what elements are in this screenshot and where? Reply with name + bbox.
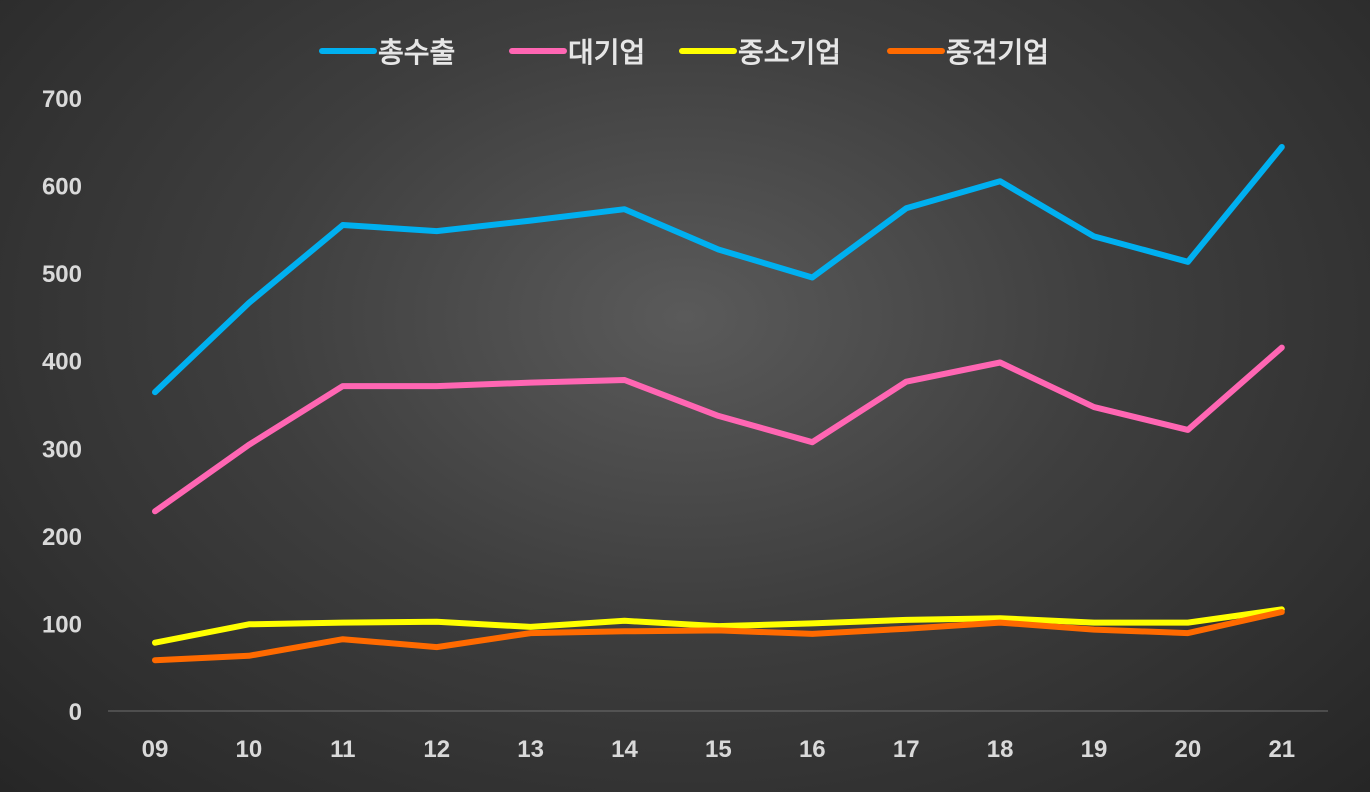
x-tick-label: 10 [236,736,263,763]
y-tick-label: 200 [42,524,82,551]
y-tick-label: 700 [42,86,82,113]
y-axis: 0 100 200 300 400 500 600 700 [42,86,82,726]
x-tick-label: 21 [1268,736,1295,763]
x-tick-label: 14 [611,736,638,763]
x-tick-label: 18 [987,736,1014,763]
legend-label: 총수출 [378,36,455,69]
legend-label: 중소기업 [738,36,841,69]
legend-label: 중견기업 [946,36,1049,69]
legend: 총수출 대기업 중소기업 중견기업 [319,36,1049,69]
legend-label: 대기업 [568,36,645,69]
series-line-4 [152,609,1285,664]
x-axis: 09 10 11 12 13 14 15 16 17 18 19 20 21 [108,710,1328,763]
x-tick-label: 11 [330,736,355,763]
y-tick-label: 300 [42,436,82,463]
series-line-3 [152,606,1285,646]
y-tick-label: 500 [42,261,82,288]
x-tick-label: 20 [1175,736,1202,763]
x-tick-label: 15 [705,736,732,763]
x-tick-label: 09 [142,736,169,763]
x-tick-label: 13 [517,736,544,763]
y-tick-label: 0 [69,699,82,726]
x-tick-label: 16 [799,736,826,763]
y-tick-label: 400 [42,349,82,376]
x-tick-label: 12 [423,736,450,763]
y-tick-label: 600 [42,174,82,201]
series-line-2 [152,344,1285,515]
x-tick-label: 19 [1081,736,1108,763]
y-tick-label: 100 [42,611,82,638]
x-tick-label: 17 [893,736,920,763]
plot-area [152,144,1285,664]
series-line-1 [152,144,1285,396]
